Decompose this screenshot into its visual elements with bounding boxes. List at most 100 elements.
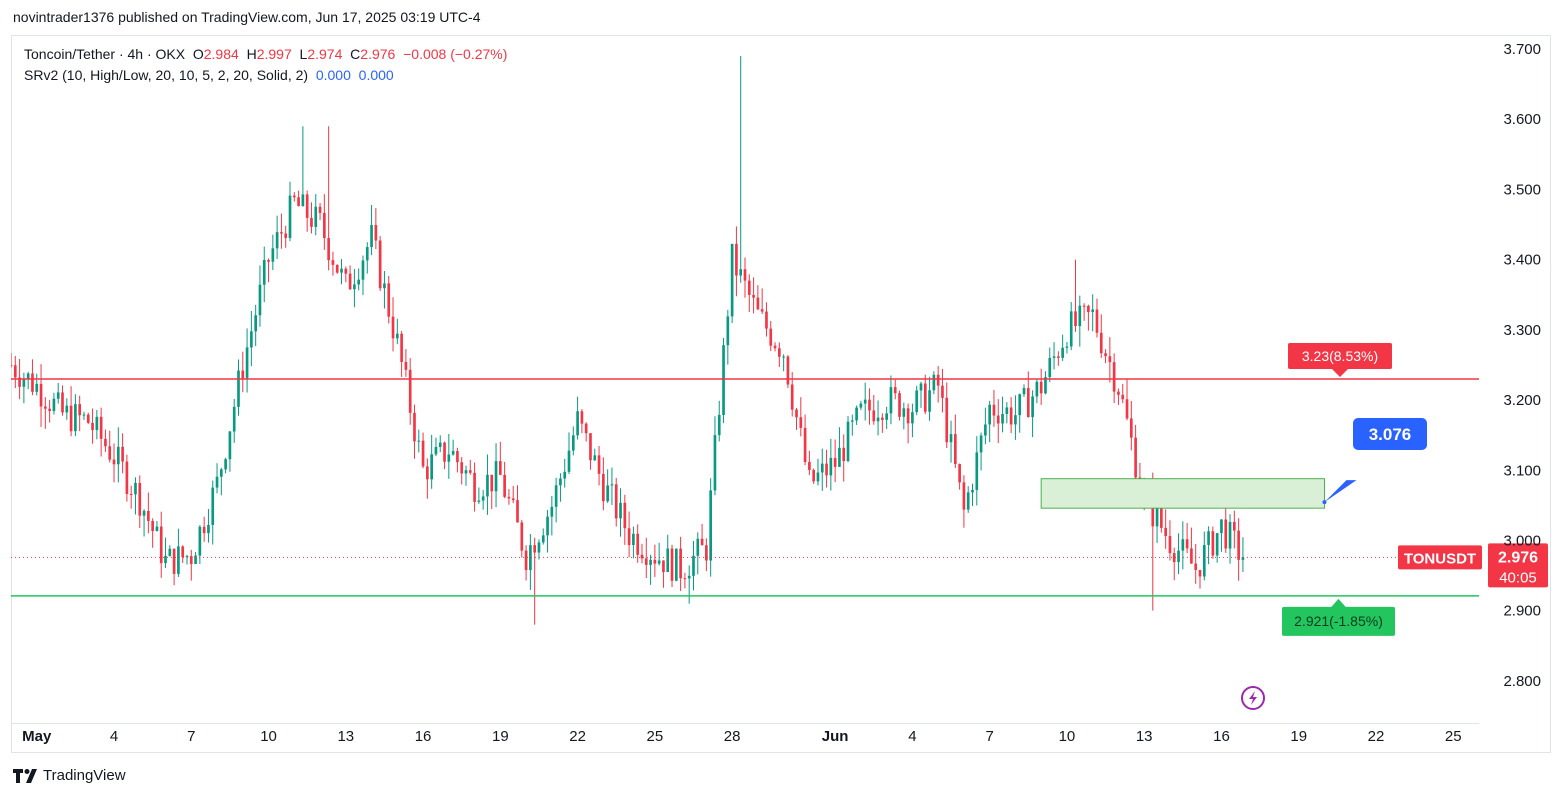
candle-body [297, 197, 300, 207]
candle-body [803, 427, 807, 463]
candle-body [717, 414, 721, 436]
candle-body [662, 560, 665, 573]
candle-body [881, 417, 884, 420]
candle-body [988, 404, 991, 425]
candle-body [1078, 305, 1082, 327]
change-value: −0.008 (−0.27%) [403, 46, 508, 62]
candle-body [915, 390, 919, 413]
candle-body [108, 446, 112, 460]
candle-body [966, 492, 970, 510]
y-tick-label: 3.400 [1503, 252, 1541, 269]
candle-body [1202, 545, 1206, 577]
x-tick-label: May [22, 728, 52, 745]
candle-body [559, 478, 562, 486]
y-tick-label: 3.700 [1503, 41, 1541, 58]
candle-body [546, 516, 549, 536]
candle-body [863, 399, 867, 404]
candle-body [52, 398, 56, 411]
candle-body [992, 404, 996, 416]
candle-body [310, 217, 313, 227]
candle-body [11, 364, 13, 366]
candle-body [1168, 536, 1172, 554]
demand-zone-box [1040, 478, 1325, 509]
candle-body [623, 502, 627, 529]
candle-body [74, 404, 77, 432]
candle-body [1104, 353, 1107, 357]
close-value: 2.976 [360, 46, 396, 62]
candle-body [516, 500, 519, 523]
candle-body [1134, 437, 1137, 478]
candle-body [825, 463, 828, 476]
brand-name: TradingView [43, 767, 126, 784]
candle-body [653, 559, 657, 564]
candle-body [979, 435, 983, 453]
candle-body [610, 484, 614, 486]
candle-body [906, 408, 910, 424]
candlestick-chart[interactable]: 3.23(8.53%) 2.921(-1.85%) 3.076 TONUSDT 2.97… [11, 35, 1551, 753]
chart-area[interactable]: 3.23(8.53%) 2.921(-1.85%) 3.076 TONUSDT 2.97… [11, 35, 1551, 753]
x-tick-label: 19 [1290, 728, 1307, 745]
candle-body [323, 212, 326, 238]
candle-body [713, 435, 717, 491]
candle-body [674, 548, 678, 581]
candle-body [1039, 381, 1043, 394]
candle-body [481, 496, 485, 501]
candle-body [31, 373, 34, 392]
candle-body [627, 528, 631, 546]
candle-body [348, 273, 352, 290]
candle-body [271, 248, 275, 262]
candle-body [752, 294, 755, 298]
y-tick-label: 3.000 [1503, 532, 1541, 549]
candle-body [340, 268, 343, 273]
candle-body [468, 470, 472, 473]
candle-body [284, 233, 288, 238]
candle-body [486, 474, 489, 497]
candle-body [473, 472, 476, 502]
candle-body [580, 411, 584, 424]
symbol-title[interactable]: Toncoin/Tether · 4h · OKX [24, 46, 186, 62]
candle-body [301, 194, 305, 207]
candle-body [464, 470, 468, 474]
candle-body [644, 558, 648, 565]
candle-body [1095, 309, 1099, 333]
y-tick-label: 3.600 [1503, 111, 1541, 128]
candle-body [1181, 539, 1185, 551]
candle-body [1233, 521, 1236, 531]
candle-body [13, 365, 17, 378]
symbol-tag-box [1398, 545, 1482, 570]
candle-body [932, 374, 936, 391]
candle-body [1061, 347, 1064, 358]
last-price-text: 2.976 [1498, 549, 1538, 566]
candle-body [194, 555, 197, 564]
candle-body [116, 446, 120, 465]
candle-body [1014, 415, 1017, 425]
candle-body [262, 260, 266, 285]
candle-body [1160, 508, 1163, 528]
y-tick-label: 3.100 [1503, 462, 1541, 479]
candle-body [722, 345, 725, 415]
candle-body [335, 264, 339, 273]
candle-body [640, 554, 644, 559]
indicator-title[interactable]: SRv2 (10, High/Low, 20, 10, 5, 2, 20, So… [24, 67, 309, 83]
candle-body [1224, 519, 1228, 549]
y-tick-label: 3.500 [1503, 181, 1541, 198]
candle-body [958, 464, 961, 483]
candle-body [1164, 527, 1167, 537]
candle-body [949, 434, 953, 443]
candle-body [945, 397, 949, 443]
candle-body [786, 356, 790, 385]
candle-body [104, 438, 107, 447]
candle-body [850, 420, 854, 422]
lightning-icon [1241, 686, 1265, 710]
candle-body [237, 370, 240, 407]
chart-border [11, 35, 1551, 753]
candle-body [1155, 508, 1159, 527]
candle-body [760, 309, 764, 312]
candle-body [1177, 550, 1180, 563]
candle-body [1044, 377, 1047, 394]
tradingview-brand[interactable]: TradingView [13, 767, 126, 784]
candle-body [370, 225, 373, 248]
candle-body [812, 469, 816, 482]
candle-body [78, 404, 82, 416]
candle-body [756, 297, 760, 310]
